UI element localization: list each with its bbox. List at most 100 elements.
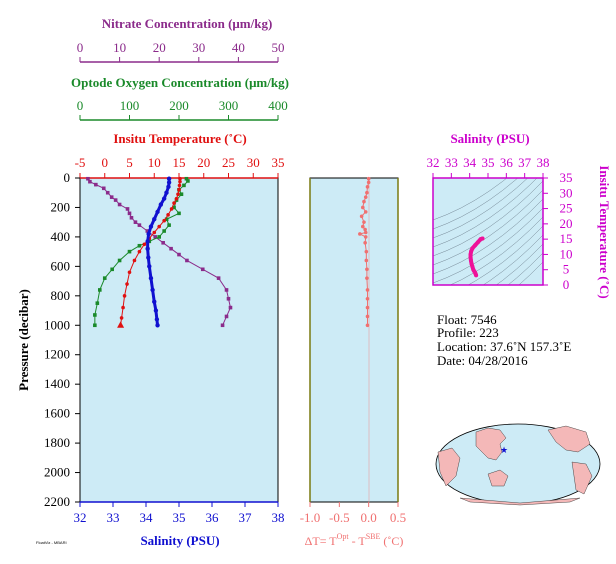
delta-t-point [363, 210, 368, 214]
nitrate-point [133, 220, 138, 224]
oxygen-point [102, 276, 107, 280]
salinity-point [166, 184, 171, 190]
nitrate-point [129, 215, 134, 220]
delta-t-point [358, 232, 362, 236]
ts-point [469, 249, 474, 254]
ts-salinity-tick-label: 34 [463, 155, 477, 170]
salinity-point [152, 217, 157, 222]
ts-curve [468, 236, 485, 278]
delta-t-point [364, 258, 369, 263]
pressure-axis-label: Pressure (decibar) [16, 289, 31, 391]
temperature-point [125, 282, 129, 286]
oxygen-point [93, 313, 97, 317]
delta-t-point [361, 224, 365, 229]
delta-t-tick-label: -1.0 [300, 510, 321, 525]
salinity-point [164, 190, 169, 195]
ts-salinity-tick-label: 38 [537, 155, 550, 170]
oxygen-point [110, 267, 114, 272]
oxygen-tick-label: 0 [77, 98, 84, 113]
temperature-profile-line [120, 178, 181, 326]
delta-t-point [363, 195, 368, 199]
salinity-point [166, 180, 172, 185]
nitrate-axis-label: Nitrate Concentration (μm/kg) [102, 16, 273, 31]
nitrate-point [86, 176, 90, 181]
temperature-tick-label: 10 [148, 155, 161, 170]
density-contour [433, 178, 538, 248]
ts-point [470, 264, 475, 269]
pressure-tick-label: 600 [51, 258, 71, 273]
temperature-point [166, 213, 170, 217]
salinity-point [150, 287, 155, 293]
map-land-africa [437, 447, 461, 487]
temperature-tick-label: 20 [197, 155, 210, 170]
ts-point [473, 243, 478, 248]
delta-t-tick-label: 0.0 [361, 510, 377, 525]
nitrate-tick-label: 10 [113, 40, 126, 55]
nitrate-point [161, 241, 165, 245]
nitrate-point [200, 267, 205, 272]
delta-t-tick-label: -0.5 [329, 510, 350, 525]
delta-t-point [363, 241, 367, 245]
salinity-point [145, 246, 150, 251]
temperature-point [142, 242, 147, 247]
salinity-point [152, 299, 157, 304]
density-contour [433, 178, 529, 239]
ts-point [470, 246, 475, 251]
salinity-point [155, 323, 160, 328]
temperature-point [172, 201, 176, 205]
temperature-tick-label: 5 [126, 155, 133, 170]
oxygen-tick-label: 300 [219, 98, 239, 113]
pressure-tick-label: 1600 [44, 406, 70, 421]
delta-t-point [363, 235, 368, 239]
ts-salinity-label: Salinity (PSU) [450, 131, 529, 146]
delta-t-point [363, 227, 367, 232]
delta-t-point [365, 296, 370, 301]
salinity-tick-label: 38 [272, 510, 285, 525]
world-map: ★ [435, 423, 601, 506]
salinity-point [166, 176, 172, 181]
nitrate-point [105, 190, 110, 195]
nitrate-tick-label: 50 [272, 40, 285, 55]
nitrate-point [224, 314, 229, 319]
oxygen-tick-label: 400 [268, 98, 288, 113]
nitrate-tick-label: 30 [192, 40, 205, 55]
delta-t-tick-labels: -1.0 -0.5 0.0 0.5 [300, 502, 406, 525]
ts-salinity-tick-label: 33 [445, 155, 458, 170]
oxygen-point [177, 211, 181, 216]
ts-point [468, 255, 473, 260]
density-contour [467, 225, 543, 285]
delta-t-point [365, 190, 369, 195]
temperature-point [119, 316, 124, 320]
ts-temperature-tick-label: 10 [560, 246, 573, 261]
pressure-tick-label: 800 [51, 288, 71, 303]
delta-t-point [361, 205, 365, 210]
ts-temperature-tick-label: 15 [560, 231, 573, 246]
ts-salinity-tick-label: 32 [427, 155, 440, 170]
delta-t-point [365, 276, 369, 280]
temperature-axis-label: Insitu Temperature (˚C) [113, 131, 246, 146]
map-land-australia [487, 469, 509, 487]
oxygen-tick-label: 100 [120, 98, 140, 113]
temperature-point [177, 183, 182, 188]
pressure-tick-label: 2200 [44, 494, 70, 509]
salinity-tick-label: 34 [140, 510, 154, 525]
nitrate-point [137, 223, 142, 227]
temperature-point [178, 179, 182, 184]
temperature-point [121, 305, 125, 310]
delta-t-point [365, 267, 369, 272]
salinity-tick-label: 35 [173, 510, 186, 525]
oxygen-axis-label: Optode Oxygen Concentration (μm/kg) [71, 75, 289, 90]
ts-point [471, 267, 476, 272]
density-contour [433, 189, 543, 266]
salinity-tick-label: 33 [107, 510, 120, 525]
temperature-tick-label: 15 [173, 155, 186, 170]
map-land-north-america [547, 425, 591, 453]
pressure-tick-label: 0 [64, 170, 71, 185]
oxygen-point [137, 243, 142, 248]
nitrate-axis: Nitrate Concentration (μm/kg) 0 10 20 30 40 5… [77, 16, 285, 63]
nitrate-tick-labels: 0 10 20 30 40 50 [77, 40, 285, 62]
temperature-point [176, 192, 180, 196]
ts-temperature-label: Insitu Temperature (˚C) [597, 165, 612, 298]
ts-panel-frame [432, 177, 544, 286]
